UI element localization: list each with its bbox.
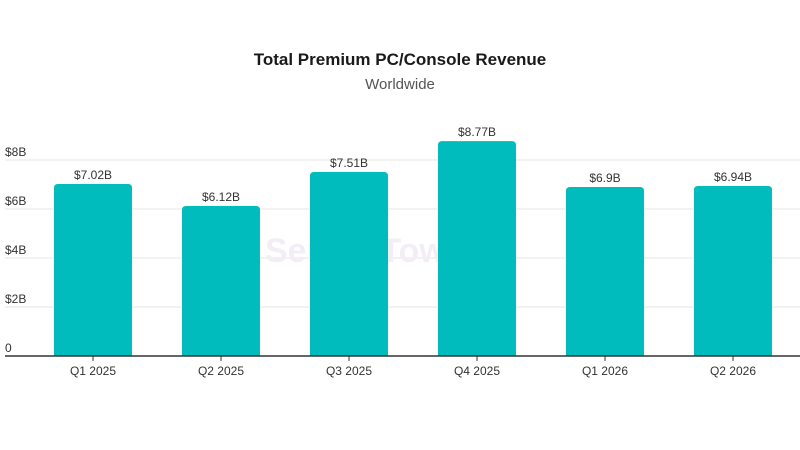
bar — [182, 206, 260, 356]
chart-title: Total Premium PC/Console Revenue — [253, 50, 547, 69]
y-tick-label: 0 — [5, 341, 12, 355]
bar — [694, 185, 772, 356]
chart-subtitle: Worldwide — [365, 76, 435, 93]
bars: $7.02B $6.12B $7.51B $8.77B $6.9B $6.94B — [54, 125, 772, 356]
y-tick-label: $2B — [5, 292, 26, 306]
data-label: $7.51B — [330, 156, 368, 170]
data-label: $6.9B — [589, 171, 620, 185]
x-axis-ticks: Q1 2025 Q2 2025 Q3 2025 Q4 2025 Q1 2026 Q2 20… — [70, 356, 756, 378]
x-tick-label: Q1 2025 — [70, 364, 116, 378]
x-tick-label: Q2 2026 — [710, 364, 756, 378]
x-tick-label: Q1 2026 — [582, 364, 628, 378]
y-tick-label: $8B — [5, 145, 26, 159]
bar — [438, 141, 516, 356]
bar — [566, 186, 644, 356]
data-label: $8.77B — [458, 125, 496, 139]
data-label: $7.02B — [74, 168, 112, 182]
x-tick-label: Q2 2025 — [198, 364, 244, 378]
bar — [54, 184, 132, 356]
y-axis-ticks: 0 $2B $4B $6B $8B — [5, 145, 26, 355]
bar — [310, 172, 388, 356]
x-tick-label: Q3 2025 — [326, 364, 372, 378]
data-label: $6.94B — [714, 170, 752, 184]
x-tick-label: Q4 2025 — [454, 364, 500, 378]
y-tick-label: $4B — [5, 243, 26, 257]
data-label: $6.12B — [202, 190, 240, 204]
grid-lines — [5, 159, 800, 308]
y-tick-label: $6B — [5, 194, 26, 208]
